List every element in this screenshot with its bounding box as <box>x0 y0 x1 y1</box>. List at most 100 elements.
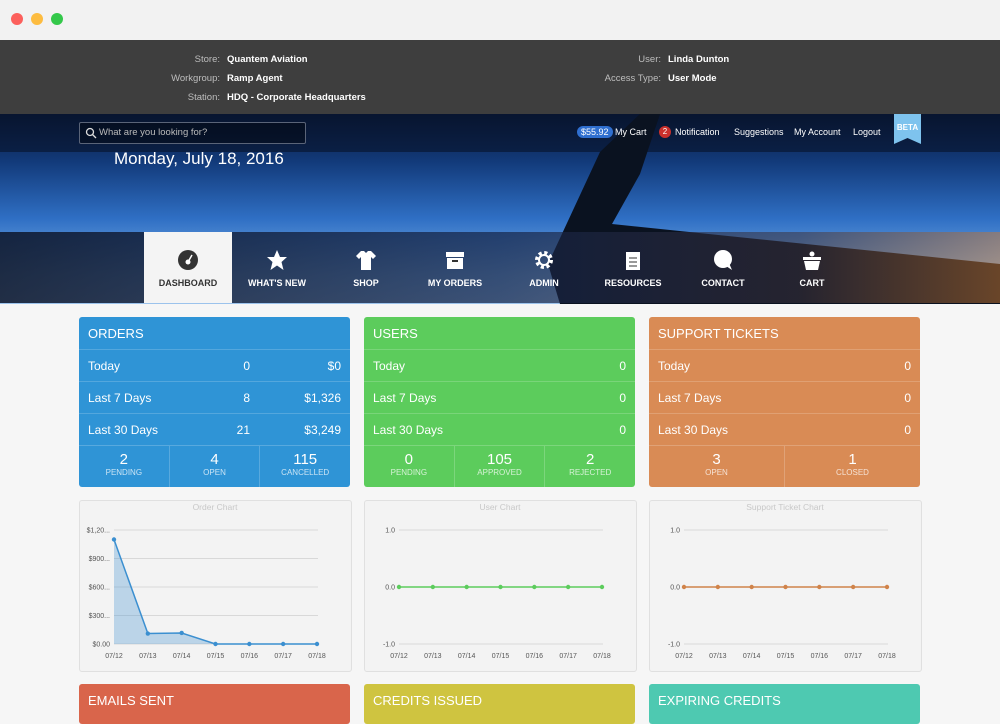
nav-cart[interactable]: CART <box>768 232 856 303</box>
card-row: Last 7 Days 8 $1,326 <box>79 381 350 414</box>
nav-shop[interactable]: SHOP <box>322 232 410 303</box>
window-chrome <box>0 0 1000 41</box>
stat-value: 3 <box>712 451 721 468</box>
chart: Order Chart $0.00 $300... $600... $900... $1,… <box>87 502 326 660</box>
y-tick-label: 1.0 <box>670 528 680 535</box>
stat: 0 PENDING <box>364 446 454 487</box>
chart-card: Order Chart $0.00 $300... $600... $900... $1,… <box>79 500 352 672</box>
notification-badge: 2 <box>659 126 671 138</box>
point <box>681 584 687 590</box>
point <box>850 584 856 590</box>
x-tick-label: 07/17 <box>559 653 577 660</box>
card-title: ORDERS <box>88 326 144 341</box>
card-row: Today 0 <box>364 349 635 382</box>
nav-whats-new[interactable]: WHAT'S NEW <box>233 232 321 303</box>
nav-admin[interactable]: ADMIN <box>500 232 588 303</box>
card-stats: 3 OPEN 1 CLOSED <box>649 445 920 487</box>
stat-label: APPROVED <box>477 468 522 477</box>
stat-label: REJECTED <box>569 468 612 477</box>
nav-contact[interactable]: CONTACT <box>679 232 767 303</box>
close-button[interactable] <box>11 13 23 25</box>
maximize-button[interactable] <box>51 13 63 25</box>
summary-card: ORDERS Today 0 $0 Last 7 Days 8 $1,326 Last 30 … <box>79 317 350 487</box>
nav-label: RESOURCES <box>604 278 662 288</box>
row-label: Last 30 Days <box>658 423 729 437</box>
card-title: SUPPORT TICKETS <box>658 326 779 341</box>
row-label: Last 30 Days <box>88 423 159 437</box>
y-tick-label: -1.0 <box>668 642 680 649</box>
stat-label: CLOSED <box>836 468 869 477</box>
gear-icon <box>535 251 553 269</box>
basket-icon <box>803 251 821 270</box>
cart-link[interactable]: My Cart <box>615 127 647 137</box>
stat-value: 2 <box>586 451 595 468</box>
row-value: 0 <box>904 359 911 373</box>
nav-label: SHOP <box>353 278 379 288</box>
y-tick-label: $0.00 <box>92 642 110 649</box>
row-value: 0 <box>904 391 911 405</box>
nav-dashboard[interactable]: DASHBOARD <box>144 232 232 303</box>
minimize-button[interactable] <box>31 13 43 25</box>
notification-link[interactable]: Notification <box>675 127 720 137</box>
x-tick-label: 07/18 <box>878 653 896 660</box>
x-tick-label: 07/16 <box>241 653 259 660</box>
x-tick-label: 07/14 <box>743 653 761 660</box>
card-title: EMAILS SENT <box>88 693 174 708</box>
point <box>145 631 151 636</box>
info-label: Station: <box>187 92 220 103</box>
chart: Support Ticket Chart -1.0 0.0 1.0 07/12 07/13… <box>668 502 896 660</box>
info-value: HDQ - Corporate Headquarters <box>227 92 366 103</box>
stat: 4 OPEN <box>168 446 260 487</box>
x-tick-label: 07/13 <box>424 653 442 660</box>
card-row: Last 7 Days 0 <box>649 381 920 414</box>
chart-card: Support Ticket Chart -1.0 0.0 1.0 07/12 07/13… <box>649 500 922 672</box>
x-tick-label: 07/18 <box>308 653 326 660</box>
logout-link[interactable]: Logout <box>853 127 881 137</box>
stat-label: OPEN <box>705 468 728 477</box>
info-value: User Mode <box>668 73 717 84</box>
stat-label: PENDING <box>105 468 143 477</box>
cart-total[interactable]: $55.92 <box>577 126 613 138</box>
nav-my-orders[interactable]: MY ORDERS <box>411 232 499 303</box>
stat-value: 4 <box>210 451 219 468</box>
y-tick-label: $600... <box>89 585 110 592</box>
stat-label: OPEN <box>203 468 226 477</box>
info-value: Ramp Agent <box>227 73 283 84</box>
date: Monday, July 18, 2016 <box>114 149 284 168</box>
info-value: Linda Dunton <box>668 54 730 65</box>
info-value: Quantem Aviation <box>227 54 308 65</box>
row-label: Last 7 Days <box>658 391 722 405</box>
nav-label: DASHBOARD <box>158 278 218 288</box>
point <box>783 584 788 590</box>
point <box>247 641 252 647</box>
x-tick-label: 07/12 <box>675 653 693 660</box>
y-tick-label: 1.0 <box>385 528 395 535</box>
suggestions-link[interactable]: Suggestions <box>734 127 784 137</box>
search-box[interactable]: What are you looking for? <box>79 122 306 144</box>
stat: 2 REJECTED <box>544 446 635 487</box>
y-tick-label: $300... <box>89 613 110 620</box>
point <box>532 584 537 590</box>
row-label: Last 7 Days <box>88 391 152 405</box>
point <box>396 584 402 590</box>
y-tick-label: 0.0 <box>670 585 680 592</box>
point <box>884 584 890 590</box>
x-tick-label: 07/16 <box>526 653 544 660</box>
dashboard-icon <box>178 250 198 270</box>
nav-resources[interactable]: RESOURCES <box>589 232 677 303</box>
chat-icon <box>714 250 732 270</box>
info-label: Access Type: <box>604 73 661 84</box>
row-label: Last 7 Days <box>373 391 437 405</box>
summary-card: EMAILS SENT <box>79 684 350 724</box>
point <box>565 584 571 590</box>
account-link[interactable]: My Account <box>794 127 841 137</box>
x-tick-label: 07/17 <box>274 653 292 660</box>
row-value: 0 <box>243 359 250 373</box>
stat-label: CANCELLED <box>281 468 330 477</box>
x-tick-label: 07/12 <box>390 653 408 660</box>
card-title: EXPIRING CREDITS <box>658 693 781 708</box>
x-tick-label: 07/15 <box>492 653 510 660</box>
row-value: 0 <box>619 423 626 437</box>
point <box>464 584 469 590</box>
x-tick-label: 07/18 <box>593 653 611 660</box>
